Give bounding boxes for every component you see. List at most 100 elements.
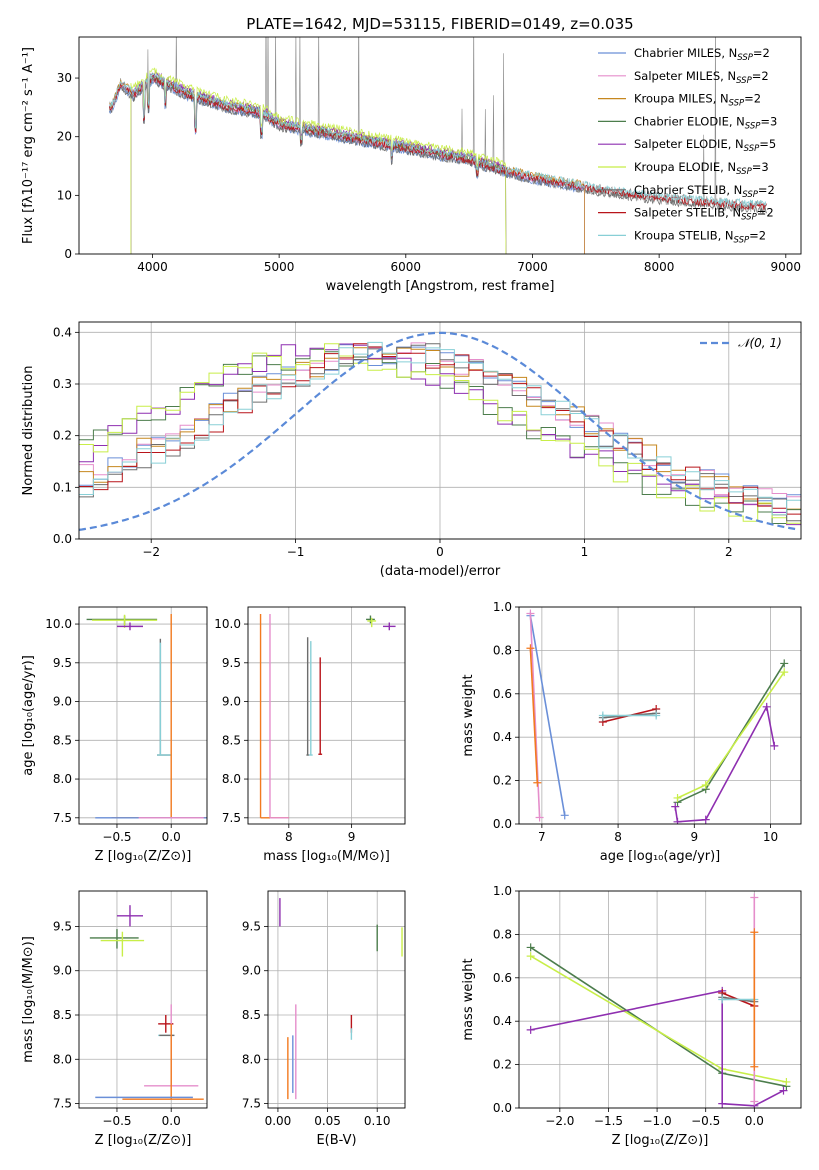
axes-frame	[78, 890, 208, 1109]
residuals-plot-area	[79, 331, 801, 531]
errorbar-point	[89, 929, 139, 949]
errorbar-point	[259, 613, 289, 819]
y-tick-label: 8.5	[242, 1008, 261, 1022]
weight-point-marker	[750, 928, 759, 937]
weight-point-marker	[533, 778, 542, 787]
x-axis-label: wavelength [Angstrom, rest frame]	[326, 279, 555, 294]
model-spectrum-line	[109, 72, 585, 254]
model-spectrum-line	[109, 75, 585, 254]
weight-point-marker	[762, 702, 771, 711]
weight-point-marker	[701, 815, 710, 824]
y-tick-label: 10.0	[214, 617, 241, 631]
normal-curve	[79, 331, 799, 531]
x-axis-label: (data-model)/error	[380, 564, 501, 579]
y-tick-label: 10.0	[45, 617, 72, 631]
errorbar-point	[269, 613, 289, 819]
errorbar-point	[157, 642, 172, 756]
weight_vs_Z-chart: −2.0 −1.5 −1.0 −0.5 0.0 0.0 0.2 0.4 0.6 0.8 1.0 Z […	[461, 884, 802, 1148]
legend-entry: Salpeter ELODIE, NSSP=5	[634, 137, 776, 154]
y-tick-label: 0.4	[493, 1014, 512, 1028]
weight-point-marker	[652, 711, 661, 720]
x-tick-label: 2	[725, 545, 733, 559]
legend-entry: Chabrier STELIB, NSSP=2	[634, 183, 775, 200]
x-tick-label: 9000	[771, 260, 802, 274]
y-tick-label: 0.4	[493, 730, 512, 744]
mass_vs_EBV-chart: 0.00 0.05 0.10 7.5 8.0 8.5 9.0 9.5 E(B-V)	[242, 890, 406, 1148]
y-tick-label: 0.6	[493, 687, 512, 701]
x-tick-label: 8	[285, 830, 293, 844]
y-tick-label: 9.5	[222, 656, 241, 670]
x-tick-label: 0.0	[745, 1114, 764, 1128]
axes-frame	[267, 890, 406, 1109]
x-tick-label: 0.0	[162, 830, 181, 844]
weight-series-line	[677, 671, 785, 799]
y-tick-label: 9.0	[53, 964, 72, 978]
y-tick-label: 8.0	[53, 772, 72, 786]
age_vs_Z-chart: −0.5 0.0 7.5 8.0 8.5 9.0 9.5 10.0 Z [log₁₀(Z/Z⊙)…	[21, 606, 208, 864]
y-tick-label: 30	[57, 71, 72, 85]
x-tick-label: 7	[538, 830, 546, 844]
weight-point-marker	[780, 668, 789, 677]
y-tick-label: 8.0	[242, 1052, 261, 1066]
y-tick-label: 9.5	[53, 919, 72, 933]
weight-point-marker	[535, 813, 544, 822]
errorbar-point	[383, 622, 396, 631]
x-tick-label: 9	[348, 830, 356, 844]
y-axis-label: Normed distribution	[21, 366, 36, 496]
axes-frame	[518, 606, 802, 825]
y-tick-label: 0.0	[493, 1101, 512, 1115]
weight-point-marker	[526, 1025, 535, 1034]
weight-series-line	[530, 946, 787, 1088]
x-axis-label: age [log₁₀(age/yr)]	[600, 849, 721, 864]
spectrum-plot-area	[109, 37, 768, 254]
age_vs_Z-plot-area	[86, 613, 207, 819]
x-tick-label: −2	[142, 545, 160, 559]
weight-point-marker	[718, 1099, 727, 1108]
y-tick-label: 0.4	[53, 325, 72, 339]
x-tick-label: 7000	[517, 260, 548, 274]
weight-point-marker	[526, 943, 535, 952]
x-tick-label: 4000	[137, 260, 168, 274]
y-tick-label: 9.5	[53, 656, 72, 670]
x-tick-label: −1	[287, 545, 305, 559]
figure-title: PLATE=1642, MJD=53115, FIBERID=0149, z=0…	[246, 15, 633, 33]
y-tick-label: 1.0	[493, 600, 512, 614]
x-tick-label: −2.0	[545, 1114, 574, 1128]
axes-frame	[78, 606, 208, 825]
y-tick-label: 8.5	[53, 1008, 72, 1022]
y-axis-label: age [log₁₀(age/yr)]	[21, 655, 36, 776]
errorbar-point	[366, 615, 375, 624]
errorbar-point	[111, 613, 207, 819]
charts-layer: 4000 5000 6000 7000 8000 90000102030wavelengt…	[21, 36, 802, 1148]
legend-entry: Salpeter STELIB, NSSP=2	[634, 206, 774, 223]
x-tick-label: 0.05	[314, 1114, 341, 1128]
model-spectrum-line	[109, 78, 585, 254]
y-tick-label: 0.6	[493, 971, 512, 985]
x-tick-label: 0.0	[162, 1114, 181, 1128]
legend-entry: Chabrier MILES, NSSP=2	[634, 46, 770, 63]
x-tick-label: 1	[581, 545, 589, 559]
weight-series-line	[529, 648, 539, 783]
errorbar-point	[306, 637, 309, 756]
residual-histogram	[79, 343, 801, 524]
errorbar-point	[100, 931, 145, 957]
weight_vs_age-chart: 7 8 9 10 0.0 0.2 0.4 0.6 0.8 1.0 age [log₁₀(age/yr…	[461, 600, 802, 864]
weight-point-marker	[673, 793, 682, 802]
x-tick-label: 0	[436, 545, 444, 559]
mass_vs_EBV-plot-area	[279, 898, 403, 1100]
x-tick-label: 5000	[264, 260, 295, 274]
y-tick-label: 0.0	[53, 532, 72, 546]
errorbar-point	[308, 641, 313, 756]
weight_vs_Z-plot-area	[526, 893, 791, 1108]
x-tick-label: 6000	[391, 260, 422, 274]
legend-entry: Kroupa MILES, NSSP=2	[634, 92, 761, 109]
x-tick-label: −0.5	[102, 830, 131, 844]
age_vs_mass-chart: 8 9 7.5 8.0 8.5 9.0 9.5 10.0 mass [log₁₀(M/M⊙)]	[214, 606, 406, 864]
axes-frame	[78, 36, 802, 255]
y-tick-label: 10	[57, 188, 72, 202]
x-axis-label: E(B-V)	[316, 1133, 356, 1148]
weight-point-marker	[560, 811, 569, 820]
model-spectrum-line	[130, 67, 507, 254]
weight-point-marker	[526, 609, 535, 618]
